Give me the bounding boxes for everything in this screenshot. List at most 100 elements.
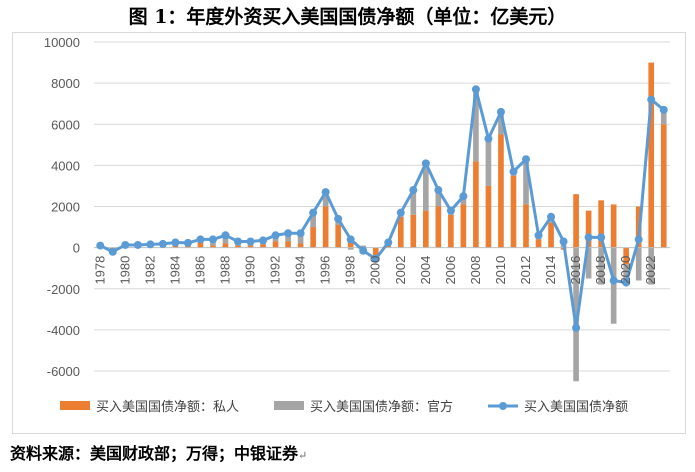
bar-private bbox=[523, 204, 529, 248]
y-tick-label: 2000 bbox=[51, 200, 80, 215]
total-point bbox=[121, 240, 130, 249]
x-tick-label: 2008 bbox=[468, 256, 483, 285]
bar-private bbox=[210, 245, 216, 248]
x-tick-label: 1994 bbox=[293, 256, 308, 285]
paragraph-mark: ↵ bbox=[298, 449, 308, 462]
total-point bbox=[158, 239, 167, 248]
total-point bbox=[296, 229, 305, 238]
total-point bbox=[572, 323, 581, 332]
bar-private bbox=[197, 242, 204, 248]
total-point bbox=[271, 231, 280, 240]
bar-official bbox=[473, 89, 479, 162]
total-point bbox=[609, 276, 618, 285]
total-point bbox=[647, 95, 656, 104]
total-point bbox=[622, 278, 631, 287]
total-point bbox=[509, 167, 518, 176]
total-point bbox=[459, 192, 468, 201]
total-point bbox=[396, 208, 405, 217]
total-point bbox=[496, 107, 505, 116]
total-point bbox=[309, 208, 318, 217]
bar-official bbox=[585, 247, 592, 279]
y-tick-label: 6000 bbox=[51, 117, 80, 132]
bar-private bbox=[473, 161, 479, 248]
total-point bbox=[634, 235, 643, 244]
y-tick-label: 0 bbox=[73, 241, 80, 256]
y-tick-label: -4000 bbox=[47, 323, 80, 338]
bar-private bbox=[498, 134, 504, 248]
total-point bbox=[221, 231, 230, 240]
bar-official bbox=[523, 159, 529, 205]
gridlines bbox=[94, 41, 670, 372]
bar-official bbox=[623, 264, 629, 283]
bar-private bbox=[372, 247, 379, 257]
total-point bbox=[259, 236, 268, 245]
x-tick-label: 2000 bbox=[368, 256, 383, 285]
total-point bbox=[471, 85, 480, 94]
bar-official bbox=[573, 247, 579, 382]
bar-private bbox=[222, 243, 229, 248]
total-line bbox=[99, 87, 665, 330]
total-point bbox=[321, 188, 330, 197]
legend-swatch bbox=[274, 401, 304, 410]
total-point bbox=[346, 235, 355, 244]
total-point bbox=[371, 254, 380, 263]
legend: 买入美国国债净额：私人 买入美国国债净额：官方 买入美国国债净额 bbox=[60, 399, 628, 415]
chart-frame bbox=[12, 32, 686, 434]
legend-label: 买入美国国债净额 bbox=[524, 400, 628, 415]
total-point bbox=[659, 105, 668, 114]
total-point bbox=[409, 186, 418, 195]
bar-private bbox=[660, 124, 667, 248]
bar-official bbox=[360, 245, 367, 248]
bar-official bbox=[635, 247, 642, 281]
x-tick-label: 2010 bbox=[493, 256, 508, 285]
chart: -6000 -4000 -2000 0 2000 4000 6000 8000 10000 19… bbox=[44, 35, 670, 415]
bar-private bbox=[385, 245, 392, 248]
total-point bbox=[534, 231, 543, 240]
x-tick-label: 2022 bbox=[643, 256, 658, 285]
x-tick-label: 1984 bbox=[167, 256, 182, 285]
legend-label: 买入美国国债净额：官方 bbox=[310, 399, 453, 415]
total-point bbox=[547, 212, 556, 221]
x-tick-label: 1990 bbox=[243, 256, 258, 285]
bar-official bbox=[347, 247, 354, 250]
total-point bbox=[522, 155, 530, 164]
total-point bbox=[246, 237, 255, 246]
bar-official bbox=[410, 190, 417, 215]
bar-official bbox=[460, 196, 467, 205]
bar-private bbox=[297, 243, 304, 248]
total-point bbox=[434, 186, 443, 195]
x-tick-label: 2004 bbox=[418, 256, 433, 285]
bar-private bbox=[285, 241, 291, 248]
legend-swatch bbox=[60, 401, 90, 410]
x-tick-label: 2016 bbox=[568, 256, 583, 285]
bar-private bbox=[435, 206, 442, 248]
x-tick-label: 1988 bbox=[217, 256, 232, 285]
total-point bbox=[384, 238, 393, 247]
x-tick-label: 1998 bbox=[343, 256, 358, 285]
total-point bbox=[484, 134, 493, 143]
total-point bbox=[559, 237, 568, 246]
x-tick-label: 2012 bbox=[518, 256, 533, 285]
total-point bbox=[96, 241, 105, 250]
total-point bbox=[421, 159, 430, 168]
bar-official bbox=[610, 247, 617, 324]
bar-official bbox=[435, 190, 442, 207]
bar-official bbox=[485, 138, 492, 186]
bar-private bbox=[310, 227, 316, 248]
bar-official bbox=[222, 235, 229, 244]
bar-private bbox=[235, 245, 241, 248]
y-tick-label: 10000 bbox=[44, 35, 80, 50]
total-point bbox=[108, 247, 117, 256]
total-point bbox=[146, 240, 155, 249]
x-tick-label: 2018 bbox=[593, 256, 608, 285]
bar-private bbox=[535, 239, 542, 248]
y-tick-label: 8000 bbox=[51, 76, 80, 91]
bar-private bbox=[648, 62, 655, 248]
bar-private bbox=[460, 204, 467, 248]
bar-private bbox=[322, 206, 329, 248]
bar-private bbox=[247, 245, 254, 248]
bar-private bbox=[423, 210, 429, 248]
x-tick-label: 1978 bbox=[92, 256, 107, 285]
bar-official bbox=[297, 233, 304, 244]
bar-private bbox=[510, 175, 517, 248]
